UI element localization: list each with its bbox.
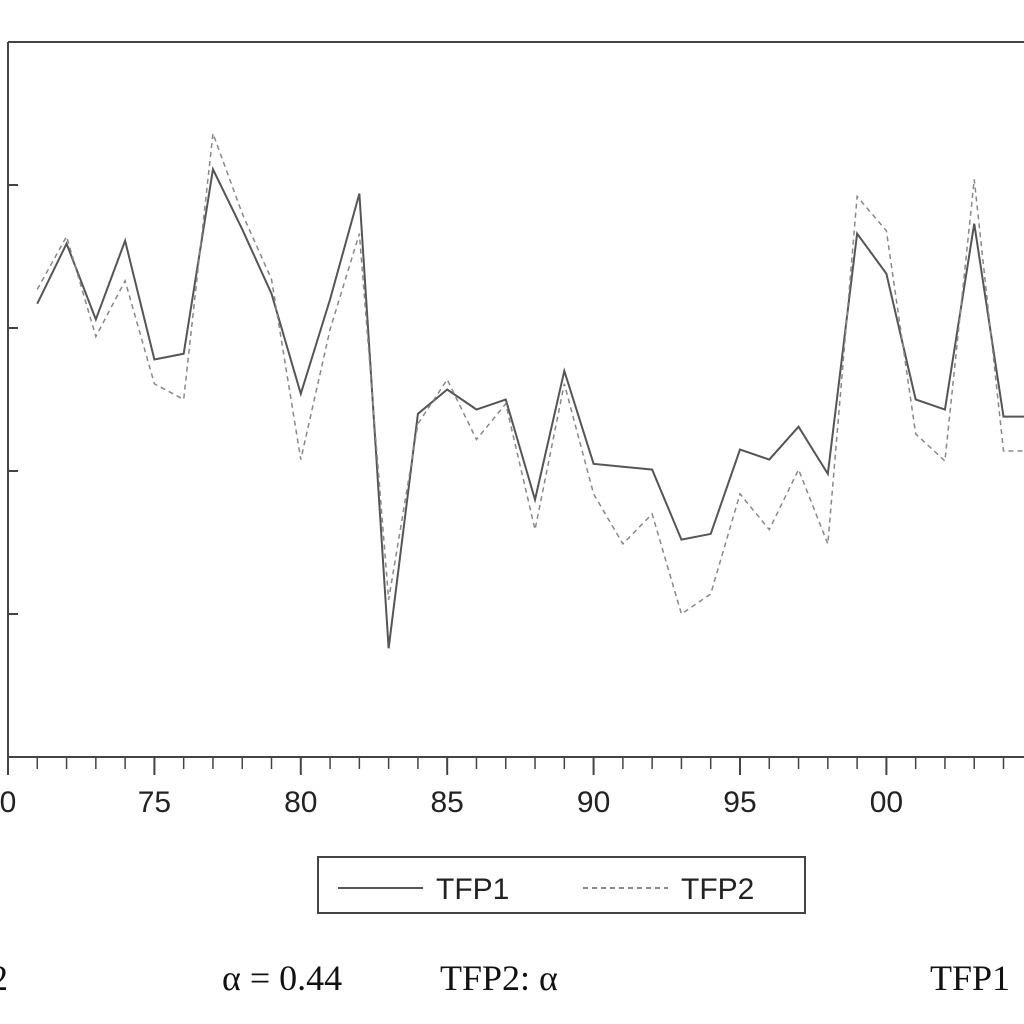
legend-label: TFP2 [681,873,754,906]
x-tick-label: 90 [577,786,610,819]
series-line [36,165,1024,649]
legend-box [317,856,806,914]
x-tick-label: 0 [0,786,16,819]
x-tick-label: 80 [284,786,317,819]
x-tick-label: 95 [723,786,756,819]
note: TFP2: α [440,958,558,998]
x-tick-label: 00 [870,786,903,819]
note: 2 [0,958,8,998]
x-tick-label: 75 [138,786,171,819]
note: TFP1 [930,958,1010,998]
legend-label: TFP1 [436,873,509,906]
series-line [36,133,1024,616]
note: α = 0.44 [222,958,342,998]
x-tick-label: 85 [431,786,464,819]
